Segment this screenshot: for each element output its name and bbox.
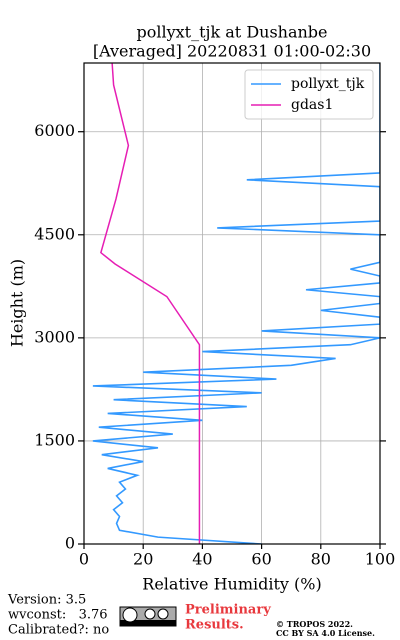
y-axis-label: Height (m) xyxy=(8,259,27,347)
y-tick-label: 4500 xyxy=(34,224,75,243)
legend-label: pollyxt_tjk xyxy=(291,76,365,92)
legend: pollyxt_tjk gdas1 xyxy=(244,69,374,120)
y-tick-label: 1500 xyxy=(34,430,75,449)
copyright: CC BY SA 4.0 License. xyxy=(276,628,375,638)
preliminary-note: Results. xyxy=(185,618,244,633)
legend-label: gdas1 xyxy=(291,97,333,113)
x-tick-label: 60 xyxy=(251,550,271,569)
x-tick-label: 20 xyxy=(133,550,153,569)
plot-frame xyxy=(83,62,381,545)
y-tick-label: 6000 xyxy=(34,121,75,140)
x-tick-label: 40 xyxy=(192,550,212,569)
legend-box xyxy=(244,69,374,120)
footer-wvconst: wvconst: 3.76 xyxy=(8,608,108,623)
x-axis-label: Relative Humidity (%) xyxy=(142,575,321,594)
preliminary-note: Preliminary xyxy=(185,603,271,618)
footer-calibrated: Calibrated?: no xyxy=(8,623,109,638)
x-tick-label: 0 xyxy=(79,550,89,569)
profile-line xyxy=(92,63,380,544)
chart-title: pollyxt_tjk at Dushanbe xyxy=(136,23,327,42)
chart-subtitle: [Averaged] 20220831 01:00-02:30 xyxy=(93,42,371,61)
copyright: © TROPOS 2022. xyxy=(276,619,353,629)
y-tick-label: 3000 xyxy=(34,327,75,346)
cc-badge xyxy=(119,606,177,627)
x-tick-label: 80 xyxy=(311,550,331,569)
profile-line xyxy=(100,63,201,544)
x-tick-label: 100 xyxy=(365,550,396,569)
y-tick-label: 0 xyxy=(65,534,75,553)
footer-version: Version: 3.5 xyxy=(7,593,86,608)
